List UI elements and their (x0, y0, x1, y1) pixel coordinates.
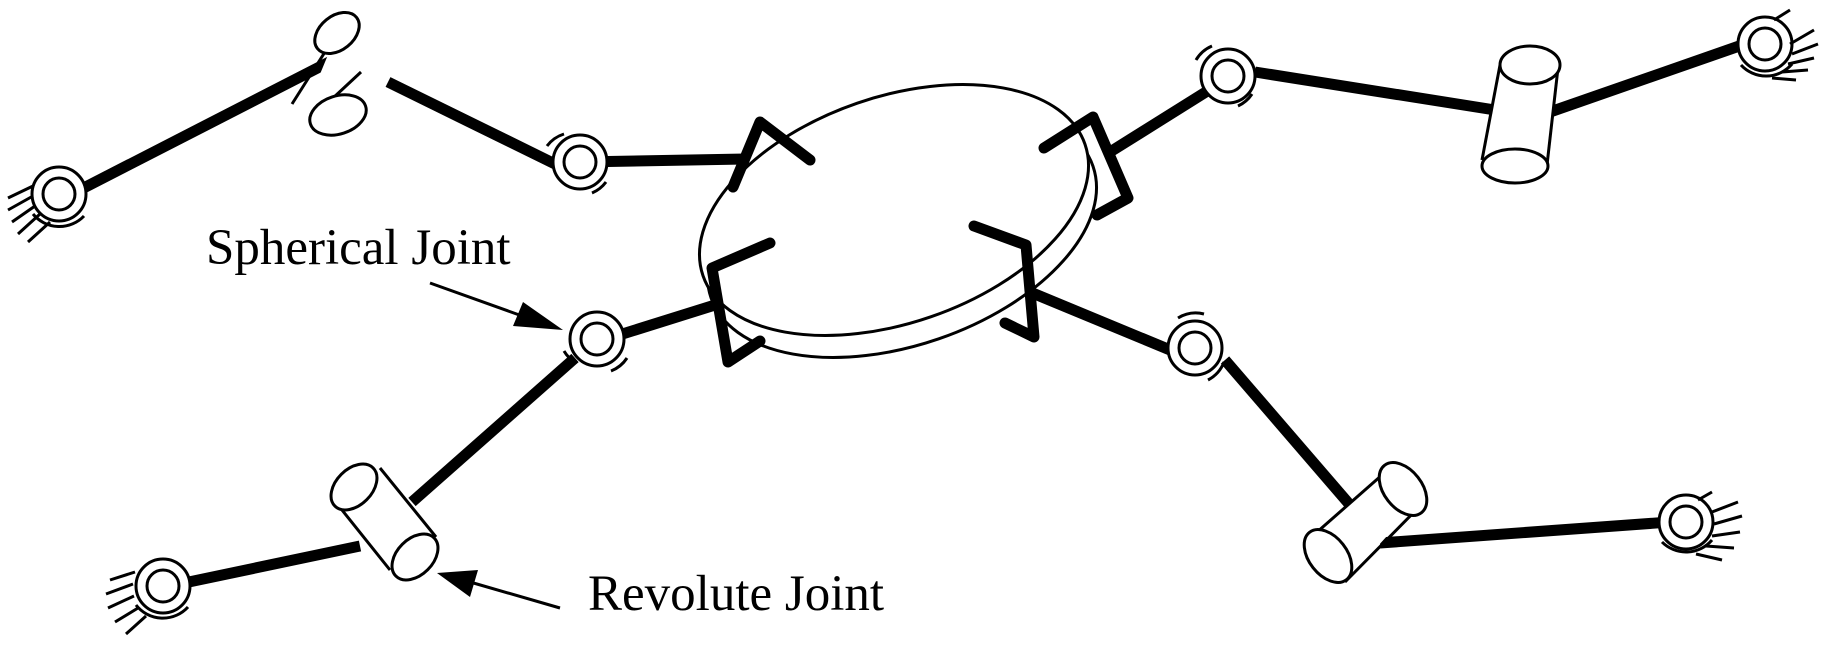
bracket-lower-right (968, 220, 1040, 343)
revolute-joint-cylinder (1480, 44, 1562, 185)
spherical-joint-top (545, 132, 609, 195)
platform-brackets (706, 111, 1134, 368)
spherical-joint-pointer-line (429, 281, 526, 319)
link-base (1548, 38, 1747, 118)
spherical-joint-middle (562, 310, 629, 373)
revolute-joint-label: Revolute Joint (588, 566, 884, 622)
link-base (163, 540, 362, 593)
spherical-joint-platform (1166, 311, 1226, 382)
spherical-joint-platform (1194, 44, 1257, 108)
leg-upper-right (1107, 8, 1819, 185)
ground-anchor (7, 165, 88, 244)
moving-platform (697, 83, 1099, 359)
revolute-joint-cylinder (290, 10, 368, 137)
bracket-upper-right (1038, 111, 1134, 221)
ground-anchor (1736, 8, 1819, 82)
revolute-joint-cylinder (1302, 461, 1429, 584)
bracket-lower-left (706, 237, 776, 368)
leg-upper-left (7, 10, 746, 244)
link-base (1379, 516, 1671, 549)
leg-lower-right (1027, 286, 1743, 584)
revolute-joint-pointer-line (469, 580, 561, 610)
revolute-joint-arrowhead (437, 570, 478, 597)
link-platform (614, 299, 717, 342)
link-mid (1254, 66, 1496, 116)
leg-lower-left (105, 299, 717, 636)
link-mid (408, 353, 579, 507)
revolute-joint-cylinder (329, 462, 440, 582)
spherical-joint-annotation: Spherical Joint (206, 220, 563, 330)
spherical-joint-label: Spherical Joint (206, 220, 511, 276)
link-platform (1027, 286, 1178, 358)
revolute-joint-annotation: Revolute Joint (437, 566, 884, 622)
ground-anchor (105, 557, 192, 636)
spherical-joint-arrowhead (513, 302, 563, 330)
ground-anchor (1657, 490, 1743, 562)
bracket-upper-left (727, 116, 816, 193)
link-mid (1220, 356, 1355, 509)
link-base (67, 53, 340, 200)
link-mid (385, 77, 558, 169)
